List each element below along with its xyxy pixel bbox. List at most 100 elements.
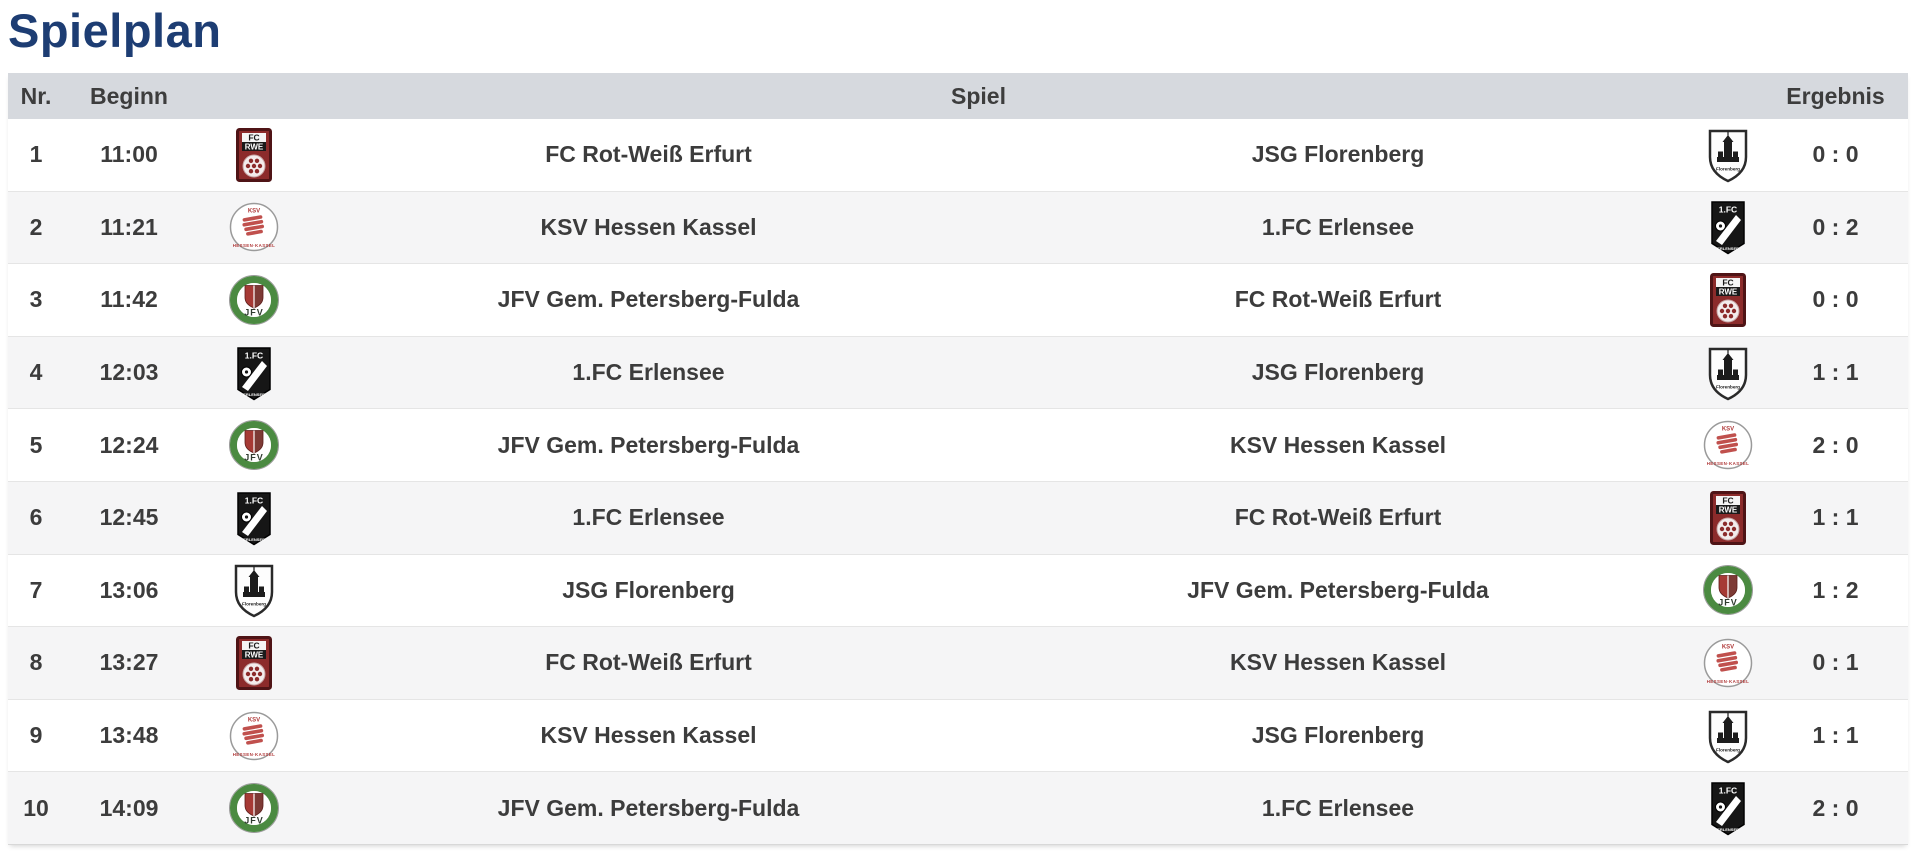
home-team-name: KSV Hessen Kassel bbox=[540, 722, 757, 749]
match-score: 1 : 2 bbox=[1812, 576, 1859, 603]
match-number: 6 bbox=[29, 504, 43, 531]
fc-rot-weiss-erfurt-logo-icon bbox=[1710, 491, 1746, 545]
table-row[interactable]: 2 11:21 KSV Hessen Kassel 1.FC Erlensee … bbox=[8, 190, 1908, 264]
home-team-logo-cell bbox=[194, 482, 314, 554]
home-team-name: FC Rot-Weiß Erfurt bbox=[545, 141, 752, 168]
match-score: 0 : 0 bbox=[1812, 141, 1859, 168]
home-team-logo-cell bbox=[194, 555, 314, 627]
match-number: 1 bbox=[29, 141, 43, 168]
page-title: Spielplan bbox=[8, 4, 222, 57]
away-team-logo-cell bbox=[1693, 192, 1763, 264]
table-row[interactable]: 6 12:45 1.FC Erlensee FC Rot-Weiß Erfurt… bbox=[8, 480, 1908, 554]
match-time: 11:42 bbox=[100, 286, 158, 313]
jsg-florenberg-logo-icon bbox=[231, 562, 277, 618]
spielplan-table: Nr. Beginn Spiel Ergebnis 1 11:00 FC Rot… bbox=[8, 73, 1908, 845]
match-time: 13:06 bbox=[99, 576, 159, 603]
away-team-name: FC Rot-Weiß Erfurt bbox=[1234, 504, 1442, 531]
home-team-logo-cell bbox=[194, 772, 314, 844]
match-score: 1 : 1 bbox=[1812, 722, 1859, 749]
away-team-logo-cell bbox=[1693, 772, 1763, 844]
fc-rot-weiss-erfurt-logo-icon bbox=[236, 636, 272, 690]
jfv-gem-petersberg-fulda-logo-icon bbox=[1702, 564, 1754, 616]
table-header: Nr. Beginn Spiel Ergebnis bbox=[8, 73, 1908, 119]
jfv-gem-petersberg-fulda-logo-icon bbox=[228, 274, 280, 326]
match-number: 2 bbox=[29, 213, 43, 240]
away-team-logo-cell bbox=[1693, 119, 1763, 191]
1-fc-erlensee-logo-icon bbox=[233, 490, 275, 546]
home-team-name: JFV Gem. Petersberg-Fulda bbox=[497, 286, 800, 313]
match-time: 12:03 bbox=[99, 359, 159, 386]
1-fc-erlensee-logo-icon bbox=[1707, 780, 1749, 836]
home-team-logo-cell bbox=[194, 627, 314, 699]
table-row[interactable]: 1 11:00 FC Rot-Weiß Erfurt JSG Florenber… bbox=[8, 119, 1908, 191]
table-row[interactable]: 3 11:42 JFV Gem. Petersberg-Fulda FC Rot… bbox=[8, 263, 1908, 336]
match-score: 0 : 2 bbox=[1812, 213, 1859, 240]
home-team-name: JFV Gem. Petersberg-Fulda bbox=[497, 431, 800, 458]
header-cell-beginn: Beginn bbox=[90, 82, 168, 109]
away-team-name: KSV Hessen Kassel bbox=[1229, 649, 1447, 676]
fc-rot-weiss-erfurt-logo-icon bbox=[1710, 273, 1746, 327]
match-number: 3 bbox=[29, 286, 43, 313]
table-row[interactable]: 5 12:24 JFV Gem. Petersberg-Fulda KSV He… bbox=[8, 408, 1908, 481]
home-team-logo-cell bbox=[194, 119, 314, 191]
home-team-name: 1.FC Erlensee bbox=[572, 359, 725, 386]
table-row[interactable]: 9 13:48 KSV Hessen Kassel JSG Florenberg… bbox=[8, 698, 1908, 772]
match-time: 11:21 bbox=[100, 213, 158, 240]
match-number: 10 bbox=[23, 794, 49, 821]
header-cell-ergebnis: Ergebnis bbox=[1786, 82, 1885, 109]
ksv-hessen-kassel-logo-icon bbox=[229, 202, 279, 252]
match-time: 13:27 bbox=[99, 649, 159, 676]
ksv-hessen-kassel-logo-icon bbox=[1703, 420, 1753, 470]
jsg-florenberg-logo-icon bbox=[1705, 708, 1751, 764]
away-team-name: JFV Gem. Petersberg-Fulda bbox=[1187, 576, 1489, 603]
home-team-logo-cell bbox=[194, 264, 314, 336]
table-body: 1 11:00 FC Rot-Weiß Erfurt JSG Florenber… bbox=[8, 119, 1908, 844]
away-team-name: JSG Florenberg bbox=[1251, 722, 1425, 749]
away-team-logo-cell bbox=[1693, 409, 1763, 481]
away-team-logo-cell bbox=[1693, 700, 1763, 772]
1-fc-erlensee-logo-icon bbox=[233, 345, 275, 401]
away-team-logo-cell bbox=[1693, 627, 1763, 699]
match-number: 8 bbox=[29, 649, 43, 676]
table-row[interactable]: 8 13:27 FC Rot-Weiß Erfurt KSV Hessen Ka… bbox=[8, 626, 1908, 699]
home-team-logo-cell bbox=[194, 192, 314, 264]
home-team-logo-cell bbox=[194, 409, 314, 481]
match-number: 4 bbox=[29, 359, 43, 386]
home-team-logo-cell bbox=[194, 337, 314, 409]
match-time: 12:24 bbox=[99, 431, 159, 458]
away-team-name: FC Rot-Weiß Erfurt bbox=[1234, 286, 1442, 313]
match-time: 13:48 bbox=[99, 722, 159, 749]
away-team-name: JSG Florenberg bbox=[1251, 141, 1425, 168]
fc-rot-weiss-erfurt-logo-icon bbox=[236, 128, 272, 182]
ksv-hessen-kassel-logo-icon bbox=[1703, 638, 1753, 688]
table-row[interactable]: 4 12:03 1.FC Erlensee JSG Florenberg 1 :… bbox=[8, 335, 1908, 409]
match-score: 0 : 0 bbox=[1812, 286, 1859, 313]
1-fc-erlensee-logo-icon bbox=[1707, 199, 1749, 255]
match-number: 5 bbox=[29, 431, 43, 458]
away-team-logo-cell bbox=[1693, 482, 1763, 554]
home-team-name: 1.FC Erlensee bbox=[572, 504, 725, 531]
header-cell-spiel: Spiel bbox=[951, 82, 1006, 109]
match-time: 14:09 bbox=[99, 794, 159, 821]
away-team-name: KSV Hessen Kassel bbox=[1229, 431, 1447, 458]
match-number: 7 bbox=[29, 576, 43, 603]
jfv-gem-petersberg-fulda-logo-icon bbox=[228, 419, 280, 471]
ksv-hessen-kassel-logo-icon bbox=[229, 711, 279, 761]
away-team-name: 1.FC Erlensee bbox=[1261, 213, 1415, 240]
match-score: 0 : 1 bbox=[1812, 649, 1859, 676]
jfv-gem-petersberg-fulda-logo-icon bbox=[228, 782, 280, 834]
home-team-name: KSV Hessen Kassel bbox=[540, 213, 757, 240]
home-team-name: FC Rot-Weiß Erfurt bbox=[545, 649, 752, 676]
header-cell-nr: Nr. bbox=[20, 82, 52, 109]
jsg-florenberg-logo-icon bbox=[1705, 127, 1751, 183]
match-time: 12:45 bbox=[99, 504, 159, 531]
table-row[interactable]: 7 13:06 JSG Florenberg JFV Gem. Petersbe… bbox=[8, 553, 1908, 627]
match-score: 1 : 1 bbox=[1812, 359, 1859, 386]
table-row[interactable]: 10 14:09 JFV Gem. Petersberg-Fulda 1.FC … bbox=[8, 771, 1908, 844]
match-score: 2 : 0 bbox=[1812, 431, 1859, 458]
jsg-florenberg-logo-icon bbox=[1705, 345, 1751, 401]
match-score: 2 : 0 bbox=[1812, 794, 1859, 821]
match-number: 9 bbox=[29, 722, 43, 749]
match-score: 1 : 1 bbox=[1812, 504, 1859, 531]
